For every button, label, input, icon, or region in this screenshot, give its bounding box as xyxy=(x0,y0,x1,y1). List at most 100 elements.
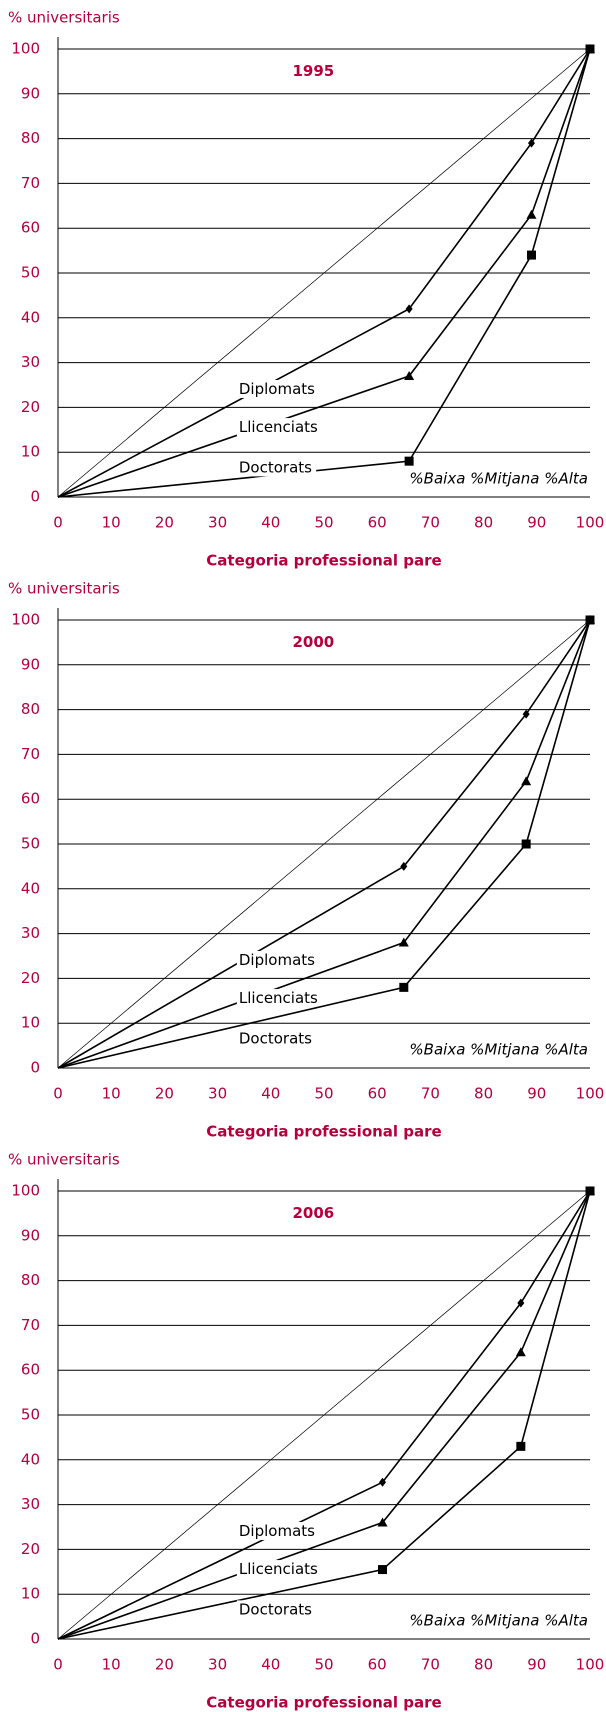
y-axis-label: % universitaris xyxy=(8,9,120,27)
label-background xyxy=(236,950,320,969)
y-axis-label: % universitaris xyxy=(8,1151,120,1169)
x-tick-label: 0 xyxy=(53,1085,63,1103)
y-tick-label: 10 xyxy=(21,1014,40,1032)
y-tick-label: 40 xyxy=(21,308,40,326)
marker xyxy=(516,1441,526,1451)
y-axis-label: % universitaris xyxy=(8,580,120,598)
marker xyxy=(585,1186,595,1196)
label-background xyxy=(236,1600,317,1619)
series-line xyxy=(57,619,591,1069)
x-tick-label: 0 xyxy=(53,514,63,532)
series-label: Llicenciats xyxy=(239,418,318,436)
x-tick-label: 100 xyxy=(576,514,605,532)
marker xyxy=(400,861,408,871)
series-label: Doctorats xyxy=(239,458,312,476)
y-tick-label: 0 xyxy=(30,1630,40,1648)
marker xyxy=(521,839,531,849)
y-tick-label: 10 xyxy=(21,1585,40,1603)
x-tick-label: 10 xyxy=(102,1656,121,1674)
y-tick-label: 30 xyxy=(21,1495,40,1513)
x-tick-label: 40 xyxy=(261,1085,280,1103)
label-background xyxy=(236,418,323,437)
marker xyxy=(398,937,409,947)
y-tick-label: 80 xyxy=(21,129,40,147)
y-tick-label: 70 xyxy=(21,745,40,763)
chart: % universitaris 1995 Categoria professiona… xyxy=(8,9,604,570)
x-tick-label: 0 xyxy=(53,1656,63,1674)
y-tick-label: 50 xyxy=(21,835,40,853)
x-tick-label: 60 xyxy=(368,514,387,532)
label-background xyxy=(236,379,320,398)
series-label: Diplomats xyxy=(239,1522,315,1540)
x-axis-label: Categoria professional pare xyxy=(206,552,441,570)
x-tick-label: 40 xyxy=(261,1656,280,1674)
x-tick-label: 50 xyxy=(314,514,333,532)
x-tick-label: 70 xyxy=(421,1085,440,1103)
x-tick-label: 90 xyxy=(527,514,546,532)
series-line xyxy=(57,1190,591,1640)
y-tick-label: 60 xyxy=(21,790,40,808)
y-tick-label: 0 xyxy=(30,488,40,506)
label-background xyxy=(236,1560,323,1579)
y-tick-label: 50 xyxy=(21,1406,40,1424)
y-tick-label: 20 xyxy=(21,398,40,416)
chart-title: 1995 xyxy=(292,62,334,80)
x-tick-label: 70 xyxy=(421,514,440,532)
series-line xyxy=(57,619,591,1069)
x-tick-label: 10 xyxy=(102,514,121,532)
y-tick-label: 90 xyxy=(21,84,40,102)
x-tick-label: 30 xyxy=(208,1085,227,1103)
y-tick-label: 100 xyxy=(11,611,40,629)
x-tick-label: 90 xyxy=(527,1085,546,1103)
marker xyxy=(527,138,535,148)
series-label: Diplomats xyxy=(239,380,315,398)
equality-line xyxy=(57,619,591,1069)
marker xyxy=(405,304,413,314)
y-tick-label: 40 xyxy=(21,879,40,897)
marker xyxy=(526,250,536,260)
y-tick-label: 30 xyxy=(21,924,40,942)
y-tick-label: 40 xyxy=(21,1450,40,1468)
marker xyxy=(515,1347,526,1357)
x-tick-label: 20 xyxy=(155,1656,174,1674)
series-label: Doctorats xyxy=(239,1600,312,1618)
y-tick-label: 80 xyxy=(21,1271,40,1289)
x-tick-label: 80 xyxy=(474,514,493,532)
chart-title: 2000 xyxy=(292,633,334,651)
label-background xyxy=(236,458,317,477)
annotation: %Baixa %Mitjana %Alta xyxy=(409,470,588,488)
x-tick-label: 80 xyxy=(474,1085,493,1103)
x-tick-label: 60 xyxy=(368,1656,387,1674)
y-tick-label: 100 xyxy=(11,1182,40,1200)
y-tick-label: 90 xyxy=(21,655,40,673)
marker xyxy=(521,776,532,786)
label-background xyxy=(236,1521,320,1540)
chart: % universitaris 2006 Categoria professiona… xyxy=(8,1151,604,1712)
y-tick-label: 0 xyxy=(30,1059,40,1077)
y-tick-label: 20 xyxy=(21,969,40,987)
series-label: Doctorats xyxy=(239,1029,312,1047)
series-line xyxy=(57,1190,591,1640)
y-tick-label: 50 xyxy=(21,264,40,282)
x-axis-label: Categoria professional pare xyxy=(206,1123,441,1141)
x-tick-label: 30 xyxy=(208,1656,227,1674)
marker xyxy=(517,1298,525,1308)
marker xyxy=(526,209,537,219)
y-tick-label: 100 xyxy=(11,40,40,58)
label-background xyxy=(236,989,323,1008)
equality-line xyxy=(57,48,591,498)
y-tick-label: 60 xyxy=(21,1361,40,1379)
y-tick-label: 10 xyxy=(21,443,40,461)
y-tick-label: 60 xyxy=(21,219,40,237)
annotation: %Baixa %Mitjana %Alta xyxy=(409,1041,588,1059)
x-tick-label: 50 xyxy=(314,1085,333,1103)
series-line xyxy=(57,48,591,498)
x-tick-label: 50 xyxy=(314,1656,333,1674)
y-tick-label: 30 xyxy=(21,353,40,371)
marker xyxy=(399,982,409,992)
y-tick-label: 70 xyxy=(21,174,40,192)
marker xyxy=(404,371,415,381)
equality-line xyxy=(57,1190,591,1640)
